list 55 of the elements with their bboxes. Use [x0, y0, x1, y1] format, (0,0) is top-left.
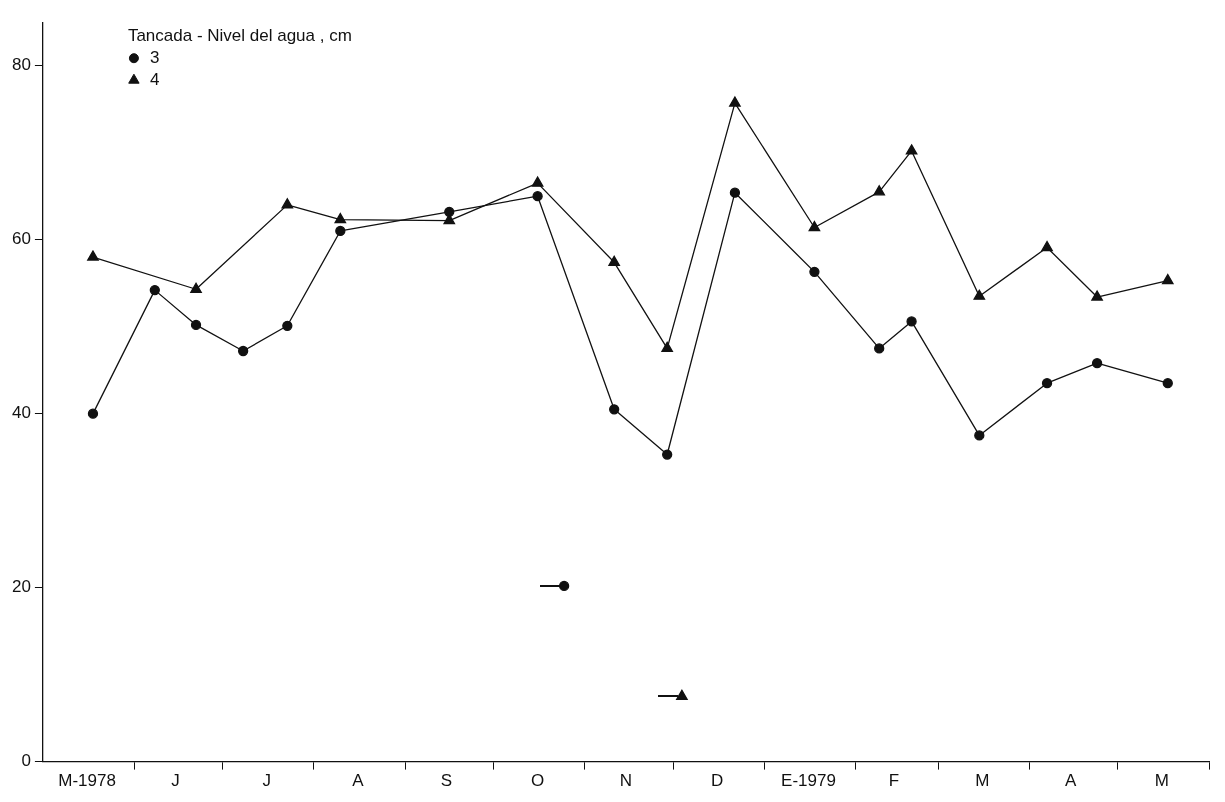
x-tick-label: F [888, 771, 900, 791]
point [190, 319, 202, 331]
point [281, 198, 294, 209]
y-tick-label: 0 [21, 751, 31, 771]
point [873, 185, 886, 196]
y-tick-label: 20 [11, 577, 31, 597]
x-tick-label: M-1978 [58, 771, 116, 791]
x-tick-label: A [1064, 771, 1077, 791]
point [444, 206, 455, 217]
point [729, 96, 741, 107]
point [874, 343, 885, 354]
y-tick-label: 80 [11, 55, 31, 75]
point [532, 191, 543, 202]
point [335, 225, 346, 237]
x-tick-label: S [440, 771, 452, 791]
x-tick-label: D [711, 771, 724, 791]
y-tick-label: 40 [11, 403, 31, 423]
x-tick-label: E-1979 [781, 771, 836, 791]
y-tick-label: 60 [11, 229, 31, 249]
point [808, 220, 821, 232]
x-tick-label: A [352, 771, 365, 791]
point [729, 187, 741, 198]
point [1091, 358, 1103, 369]
point [190, 282, 202, 293]
point [558, 580, 570, 592]
point [973, 289, 986, 300]
x-tick-label: M [1154, 771, 1169, 791]
point [531, 176, 544, 187]
point [609, 404, 620, 415]
point [1162, 378, 1173, 389]
point [1091, 290, 1103, 301]
point [282, 320, 293, 331]
x-tick-label: J [171, 771, 180, 791]
point [1161, 273, 1174, 285]
point [87, 408, 99, 419]
point [1041, 378, 1053, 389]
legend-title: Tancada - Nivel del agua , cm [127, 25, 352, 45]
point [149, 284, 160, 296]
x-tick-label: N [619, 771, 633, 791]
x-tick-label: J [262, 771, 271, 791]
point [87, 250, 99, 261]
legend-label: 4 [149, 69, 160, 89]
point [334, 213, 347, 224]
point [1041, 240, 1053, 252]
x-tick-label: M [975, 771, 990, 791]
point [662, 449, 673, 460]
point [661, 341, 674, 353]
point [905, 144, 918, 155]
legend-label: 3 [149, 47, 160, 67]
point [974, 430, 985, 441]
point [906, 316, 917, 327]
point [238, 345, 249, 357]
point [608, 255, 621, 266]
x-tick-label: O [531, 771, 545, 791]
point [809, 266, 820, 278]
